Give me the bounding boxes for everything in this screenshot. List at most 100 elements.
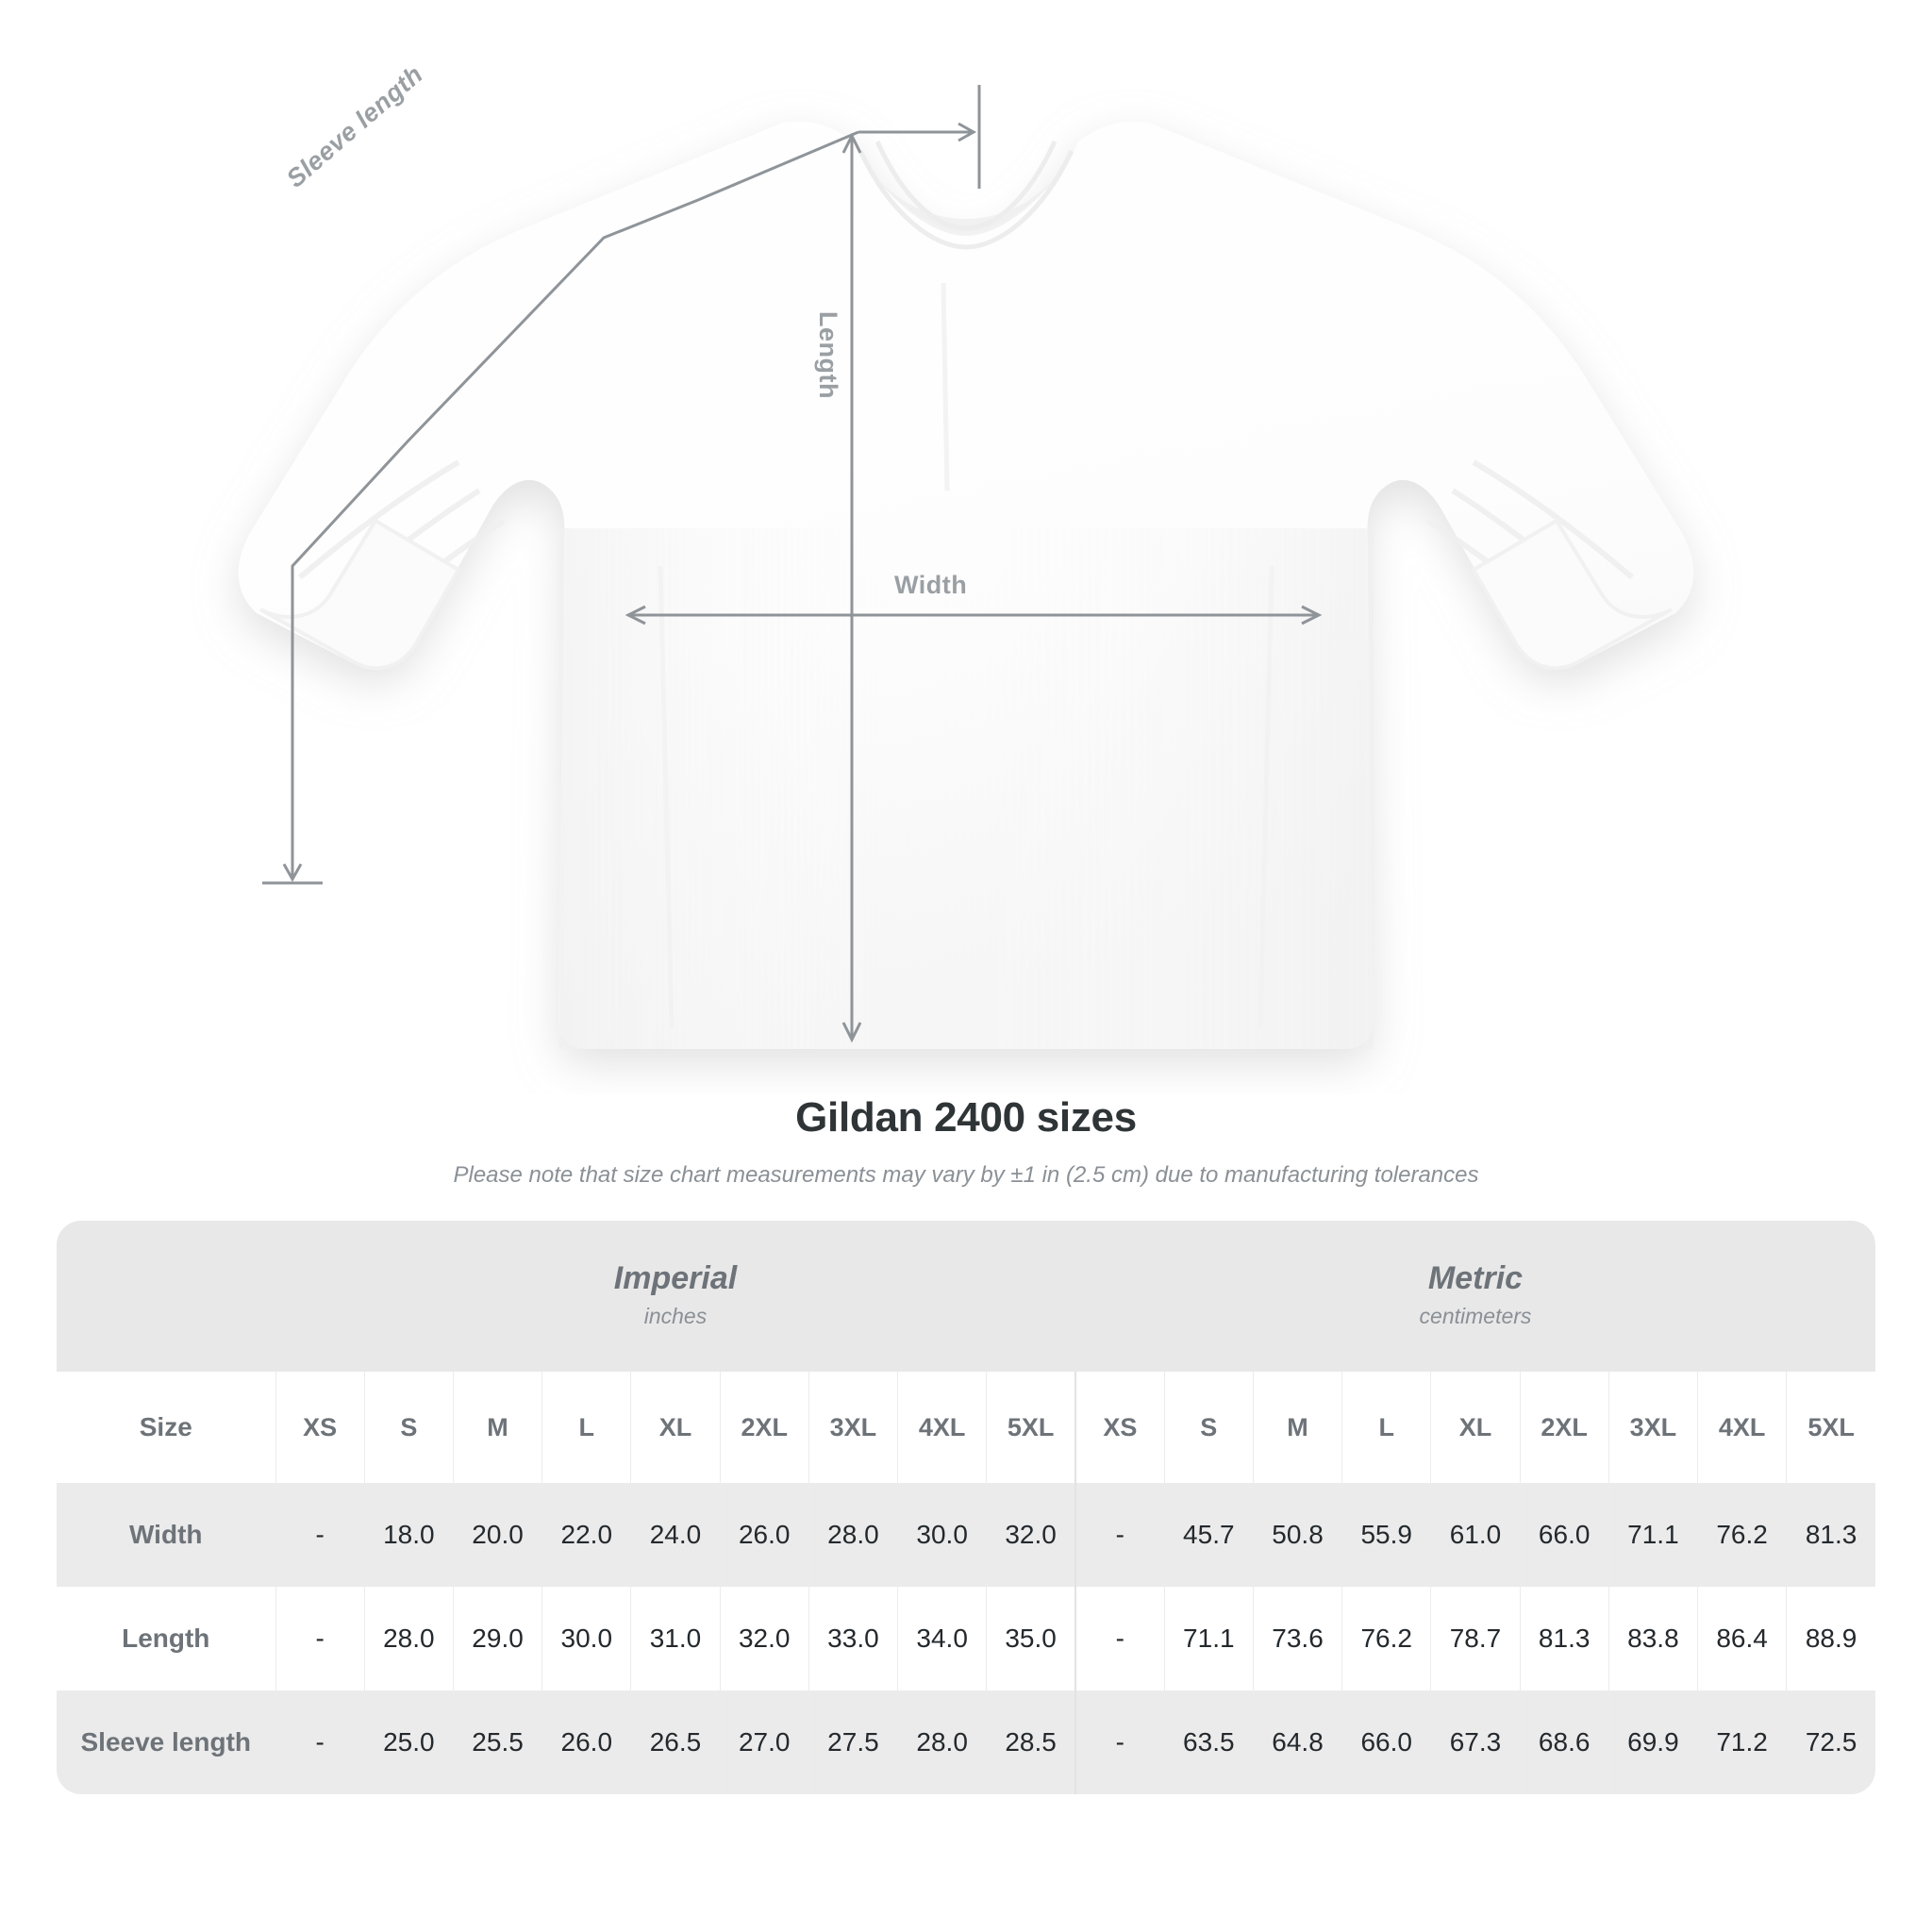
cell-imperial-3xl: 33.0 xyxy=(808,1587,898,1690)
size-header-metric-m: M xyxy=(1252,1372,1342,1483)
cell-imperial-s: 25.0 xyxy=(363,1690,454,1794)
cell-metric-s: 45.7 xyxy=(1163,1483,1254,1587)
cell-metric-xl: 78.7 xyxy=(1430,1587,1521,1690)
size-table: Imperial inches Metric centimeters Size XS S M L… xyxy=(57,1221,1875,1794)
cell-metric-xl: 67.3 xyxy=(1430,1690,1521,1794)
cell-metric-5xl: 88.9 xyxy=(1786,1587,1875,1690)
row-label: Width xyxy=(57,1483,275,1587)
cell-imperial-4xl: 28.0 xyxy=(897,1690,987,1794)
table-row: Length -28.0 29.0 30.0 31.0 32.0 33.0 34.0 35.0-… xyxy=(57,1587,1875,1690)
unit-header-metric: Metric centimeters xyxy=(1074,1221,1875,1372)
unit-header-imperial: Imperial inches xyxy=(275,1221,1075,1372)
cell-metric-4xl: 76.2 xyxy=(1696,1483,1787,1587)
cell-imperial-l: 22.0 xyxy=(541,1483,631,1587)
size-header-imperial-xs: XS xyxy=(275,1372,365,1483)
sleeve-length-measure xyxy=(262,85,981,885)
body-folds xyxy=(658,282,1274,1029)
cell-imperial-3xl: 28.0 xyxy=(808,1483,898,1587)
table-row: Width -18.0 20.0 22.0 24.0 26.0 28.0 30.0 32.0-4… xyxy=(57,1483,1875,1587)
cell-imperial-l: 30.0 xyxy=(541,1587,631,1690)
unit-name: Metric xyxy=(1427,1260,1524,1297)
cell-imperial-4xl: 34.0 xyxy=(897,1587,987,1690)
size-header-imperial-2xl: 2XL xyxy=(719,1372,809,1483)
cell-metric-m: 50.8 xyxy=(1252,1483,1342,1587)
cell-metric-m: 64.8 xyxy=(1252,1690,1342,1794)
cell-imperial-xs: - xyxy=(275,1483,365,1587)
cell-metric-xs: - xyxy=(1074,1483,1165,1587)
cell-metric-xl: 61.0 xyxy=(1430,1483,1521,1587)
length-label: Length xyxy=(814,311,842,399)
size-header-metric-3xl: 3XL xyxy=(1607,1372,1698,1483)
cell-metric-s: 71.1 xyxy=(1163,1587,1254,1690)
cell-metric-xs: - xyxy=(1074,1690,1165,1794)
shirt-collar xyxy=(858,140,1074,250)
size-table-container: Imperial inches Metric centimeters Size XS S M L… xyxy=(57,1221,1875,1794)
size-header-imperial-3xl: 3XL xyxy=(808,1372,898,1483)
cell-imperial-xl: 31.0 xyxy=(630,1587,721,1690)
cell-imperial-5xl: 32.0 xyxy=(986,1483,1075,1587)
unit-band-row: Imperial inches Metric centimeters xyxy=(57,1221,1875,1372)
size-chart-section: Gildan 2400 sizes Please note that size … xyxy=(0,1094,1932,1794)
unit-subtitle: inches xyxy=(643,1304,708,1329)
shirt-diagram xyxy=(238,85,1694,1049)
cell-metric-4xl: 71.2 xyxy=(1696,1690,1787,1794)
size-header-metric-l: L xyxy=(1341,1372,1431,1483)
garment-illustration: Sleeve length Length Width xyxy=(238,59,1694,1049)
cell-imperial-m: 25.5 xyxy=(452,1690,542,1794)
cell-metric-4xl: 86.4 xyxy=(1696,1587,1787,1690)
size-header-metric-xl: XL xyxy=(1430,1372,1521,1483)
cell-metric-s: 63.5 xyxy=(1163,1690,1254,1794)
cell-metric-l: 76.2 xyxy=(1341,1587,1431,1690)
cell-metric-2xl: 68.6 xyxy=(1519,1690,1609,1794)
size-header-imperial-m: M xyxy=(452,1372,542,1483)
cell-metric-xs: - xyxy=(1074,1587,1165,1690)
size-header-label: Size xyxy=(57,1372,275,1483)
unit-spacer-cell xyxy=(57,1221,275,1372)
cell-imperial-2xl: 26.0 xyxy=(719,1483,809,1587)
cell-imperial-m: 20.0 xyxy=(452,1483,542,1587)
size-header-imperial-5xl: 5XL xyxy=(986,1372,1075,1483)
cell-metric-3xl: 83.8 xyxy=(1607,1587,1698,1690)
length-measure xyxy=(841,132,862,1043)
cell-imperial-xl: 26.5 xyxy=(630,1690,721,1794)
size-header-imperial-4xl: 4XL xyxy=(897,1372,987,1483)
cell-imperial-m: 29.0 xyxy=(452,1587,542,1690)
cell-imperial-xs: - xyxy=(275,1587,365,1690)
cell-metric-3xl: 69.9 xyxy=(1607,1690,1698,1794)
cell-imperial-2xl: 27.0 xyxy=(719,1690,809,1794)
cell-metric-l: 55.9 xyxy=(1341,1483,1431,1587)
size-header-imperial-s: S xyxy=(363,1372,454,1483)
width-measure xyxy=(625,605,1323,625)
row-label: Sleeve length xyxy=(57,1690,275,1794)
cell-metric-3xl: 71.1 xyxy=(1607,1483,1698,1587)
cell-imperial-2xl: 32.0 xyxy=(719,1587,809,1690)
size-header-metric-4xl: 4XL xyxy=(1696,1372,1787,1483)
cell-metric-2xl: 66.0 xyxy=(1519,1483,1609,1587)
row-label: Length xyxy=(57,1587,275,1690)
cell-metric-5xl: 81.3 xyxy=(1786,1483,1875,1587)
chart-disclaimer: Please note that size chart measurements… xyxy=(453,1162,1479,1188)
cell-imperial-l: 26.0 xyxy=(541,1690,631,1794)
size-header-imperial-xl: XL xyxy=(630,1372,721,1483)
size-header-metric-2xl: 2XL xyxy=(1519,1372,1609,1483)
size-header-imperial-l: L xyxy=(541,1372,631,1483)
page-title: Gildan 2400 sizes xyxy=(795,1094,1137,1141)
cell-imperial-5xl: 28.5 xyxy=(986,1690,1075,1794)
size-header-row: Size XS S M L XL 2XL 3XL 4XL 5XL XS S M L XL 2XL 3XL 4XL 5… xyxy=(57,1372,1875,1483)
cell-imperial-4xl: 30.0 xyxy=(897,1483,987,1587)
cell-imperial-3xl: 27.5 xyxy=(808,1690,898,1794)
cell-metric-l: 66.0 xyxy=(1341,1690,1431,1794)
cell-imperial-s: 28.0 xyxy=(363,1587,454,1690)
cuff-right xyxy=(1471,518,1673,671)
size-header-metric-5xl: 5XL xyxy=(1786,1372,1875,1483)
width-label: Width xyxy=(894,571,968,599)
cell-imperial-xs: - xyxy=(275,1690,365,1794)
size-header-metric-xs: XS xyxy=(1074,1372,1165,1483)
fabric-shading xyxy=(558,143,1374,1049)
cell-imperial-5xl: 35.0 xyxy=(986,1587,1075,1690)
cell-metric-m: 73.6 xyxy=(1252,1587,1342,1690)
cell-imperial-s: 18.0 xyxy=(363,1483,454,1587)
cell-imperial-xl: 24.0 xyxy=(630,1483,721,1587)
unit-name: Imperial xyxy=(613,1260,738,1297)
cell-metric-2xl: 81.3 xyxy=(1519,1587,1609,1690)
